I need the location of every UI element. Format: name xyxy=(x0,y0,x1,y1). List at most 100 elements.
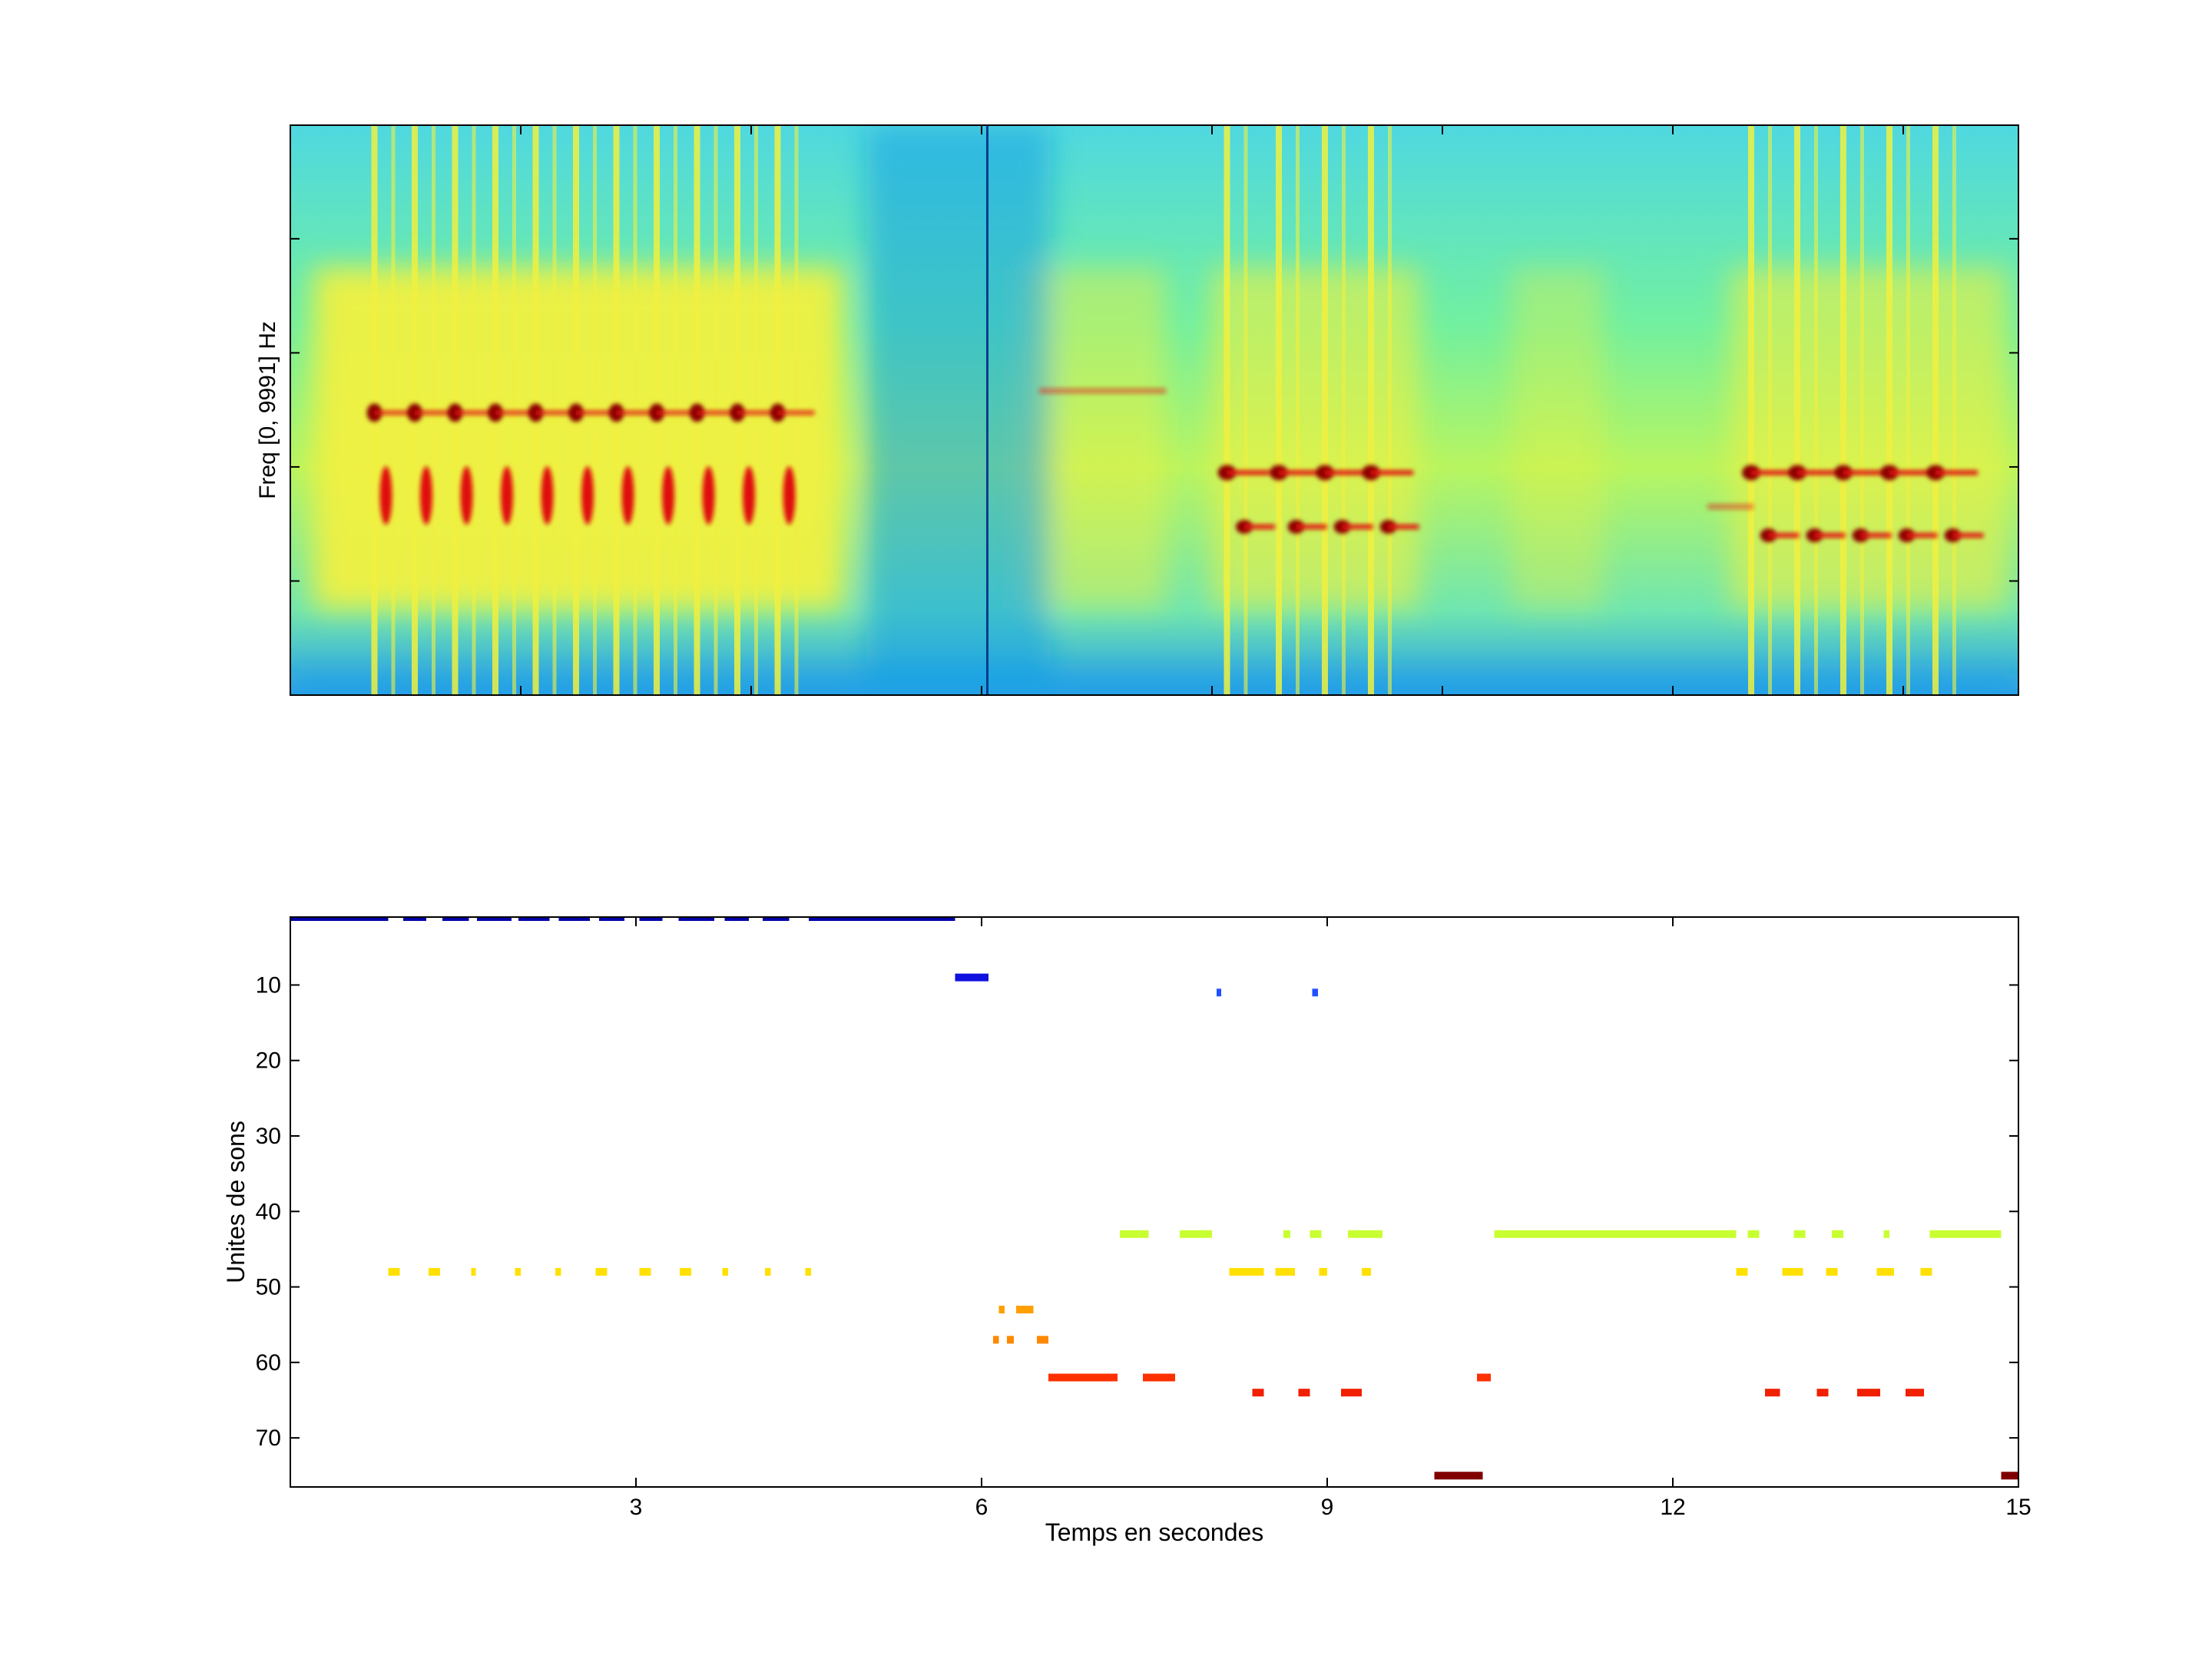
unit-43-segment xyxy=(1832,1230,1843,1238)
unit-62-segment xyxy=(1477,1373,1491,1382)
syllable-tail xyxy=(535,410,573,416)
units-y-tick-label: 20 xyxy=(256,1048,281,1074)
unit-43-segment xyxy=(1793,1230,1806,1238)
spectrogram-ticks xyxy=(290,125,2018,695)
unit-43-segment xyxy=(1348,1230,1382,1238)
click-stripe xyxy=(1794,125,1800,695)
unit-48-segment xyxy=(595,1267,608,1276)
syllable-tail xyxy=(576,410,613,416)
unit-11-segment xyxy=(1312,988,1318,997)
syllable-low xyxy=(501,466,513,525)
energy-region xyxy=(1730,267,2007,610)
unit-1-segment xyxy=(639,917,663,921)
unit-48-segment xyxy=(1229,1267,1264,1276)
syllable-tail xyxy=(1388,524,1419,529)
click-stripe xyxy=(1814,125,1818,695)
whistle-band xyxy=(1707,504,1753,510)
units-x-tick-label: 6 xyxy=(975,1495,988,1520)
click-stripe xyxy=(472,125,476,695)
unit-1-segment xyxy=(442,917,469,921)
unit-48-segment xyxy=(805,1267,811,1276)
unit-1-segment xyxy=(763,917,790,921)
click-stripe xyxy=(1243,125,1248,695)
syllable-tail xyxy=(495,410,532,416)
units-x-tick-label: 12 xyxy=(1660,1495,1685,1520)
syllable-tail xyxy=(1889,470,1932,475)
unit-48-segment xyxy=(471,1267,476,1276)
unit-43-segment xyxy=(1929,1230,2002,1238)
syllable-tail xyxy=(1906,533,1938,538)
unit-43-segment xyxy=(1283,1230,1290,1238)
syllable-tail xyxy=(1936,470,1978,475)
units-axes-box xyxy=(290,916,2019,1488)
units-y-tick-label: 70 xyxy=(256,1426,281,1451)
unit-1-segment xyxy=(599,917,624,921)
unit-64-segment xyxy=(1341,1389,1362,1397)
units-x-tick-label: 3 xyxy=(630,1495,643,1520)
unit-48-segment xyxy=(1362,1267,1371,1276)
units-y-tick-label: 60 xyxy=(256,1350,281,1376)
click-stripe xyxy=(432,125,435,695)
unit-43-segment xyxy=(1120,1230,1149,1238)
unit-75-segment xyxy=(2001,1472,2018,1480)
click-stripe xyxy=(1768,125,1772,695)
syllable-tail xyxy=(777,410,815,416)
units-y-tick-label: 10 xyxy=(256,972,281,998)
units-y-tick-label: 30 xyxy=(256,1124,281,1149)
syllable-tail xyxy=(1279,470,1321,475)
click-stripe xyxy=(1906,125,1910,695)
click-stripe xyxy=(754,125,758,695)
unit-48-segment xyxy=(1736,1267,1748,1276)
unit-1-segment xyxy=(724,917,749,921)
units-y-tick-label: 40 xyxy=(256,1199,281,1224)
click-stripe xyxy=(391,125,396,695)
syllable-tail xyxy=(697,410,734,416)
unit-48-segment xyxy=(1275,1267,1295,1276)
unit-48-segment xyxy=(515,1267,521,1276)
whistle-band xyxy=(1039,388,1166,394)
syllable-low xyxy=(621,466,634,525)
click-stripe xyxy=(1932,125,1939,695)
unit-64-segment xyxy=(1816,1389,1829,1397)
click-stripe xyxy=(794,125,799,695)
syllable-tail xyxy=(1768,533,1800,538)
syllable-tail xyxy=(657,410,694,416)
click-stripe xyxy=(633,125,637,695)
syllable-low xyxy=(702,466,715,525)
syllable-low xyxy=(541,466,554,525)
syllable-tail xyxy=(1860,533,1892,538)
spectrogram-ylabel: Freq [0, 9991] Hz xyxy=(255,321,280,499)
unit-64-segment xyxy=(1252,1389,1264,1397)
click-stripe xyxy=(674,125,677,695)
unit-11-segment xyxy=(1217,988,1221,997)
syllable-tail xyxy=(1342,524,1373,529)
unit-48-segment xyxy=(1782,1267,1803,1276)
unit-64-segment xyxy=(1857,1389,1880,1397)
unit-62-segment xyxy=(1048,1373,1118,1382)
syllable-tail xyxy=(1371,470,1413,475)
syllable-tail xyxy=(374,410,412,416)
click-stripe xyxy=(1952,125,1956,695)
click-stripe xyxy=(1860,125,1864,695)
syllable-low xyxy=(379,466,392,525)
unit-1-segment xyxy=(477,917,512,921)
click-stripe xyxy=(1840,125,1846,695)
syllable-low xyxy=(460,466,473,525)
syllable-tail xyxy=(1244,524,1275,529)
units-y-tick-label: 50 xyxy=(256,1275,281,1300)
energy-region xyxy=(1512,267,1604,610)
unit-43-segment xyxy=(1310,1230,1322,1238)
unit-48-segment xyxy=(1319,1267,1327,1276)
unit-1-segment xyxy=(809,917,955,921)
syllable-tail xyxy=(1296,524,1327,529)
unit-48-segment xyxy=(1876,1267,1894,1276)
unit-43-segment xyxy=(1747,1230,1760,1238)
unit-1-segment xyxy=(678,917,714,921)
unit-43-segment xyxy=(1883,1230,1889,1238)
unit-75-segment xyxy=(1434,1472,1483,1480)
syllable-tail xyxy=(1751,470,1793,475)
syllable-tail xyxy=(1797,470,1839,475)
click-stripe xyxy=(1224,125,1230,695)
